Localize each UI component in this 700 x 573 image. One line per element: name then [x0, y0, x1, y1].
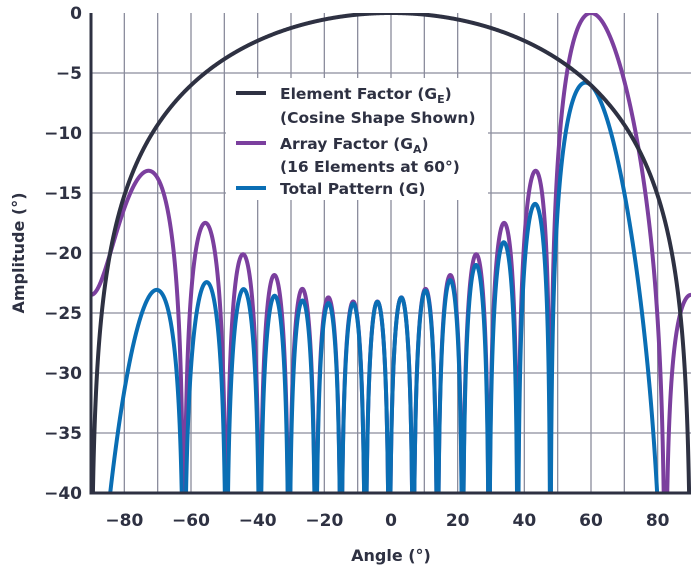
legend-label-array-note: (16 Elements at 60°) — [280, 158, 460, 176]
y-axis-label: Amplitude (°) — [9, 192, 28, 313]
x-tick-label: −20 — [305, 511, 343, 531]
y-tick-label: −15 — [44, 184, 82, 204]
tick-labels: −80 −60 −40 −20 0 20 40 60 80 0 −5 −10 −15 −20 −25 −30 −… — [44, 4, 670, 531]
y-tick-label: 0 — [70, 4, 82, 24]
x-tick-label: −60 — [172, 511, 210, 531]
series-lines — [91, 13, 691, 493]
x-tick-label: 80 — [646, 511, 670, 531]
legend: Element Factor (GE) (Cosine Shape Shown)… — [226, 78, 488, 200]
legend-label-element: Element Factor (GE) — [280, 85, 452, 106]
y-tick-label: −25 — [44, 304, 82, 324]
x-tick-label: 20 — [446, 511, 470, 531]
x-tick-label: −40 — [239, 511, 277, 531]
x-axis-label: Angle (°) — [351, 546, 431, 565]
y-tick-label: −5 — [56, 64, 82, 84]
y-tick-label: −20 — [44, 244, 82, 264]
element-factor-line — [91, 13, 691, 493]
y-tick-label: −35 — [44, 424, 82, 444]
y-tick-label: −40 — [44, 484, 82, 504]
x-tick-label: 0 — [385, 511, 397, 531]
y-tick-label: −10 — [44, 124, 82, 144]
legend-label-total: Total Pattern (G) — [280, 180, 425, 198]
y-tick-label: −30 — [44, 364, 82, 384]
axes — [89, 13, 691, 495]
legend-label-element-note: (Cosine Shape Shown) — [280, 109, 476, 127]
x-tick-label: −80 — [105, 511, 143, 531]
x-tick-label: 60 — [579, 511, 603, 531]
legend-label-array: Array Factor (GA) — [280, 135, 429, 156]
x-tick-label: 40 — [512, 511, 536, 531]
